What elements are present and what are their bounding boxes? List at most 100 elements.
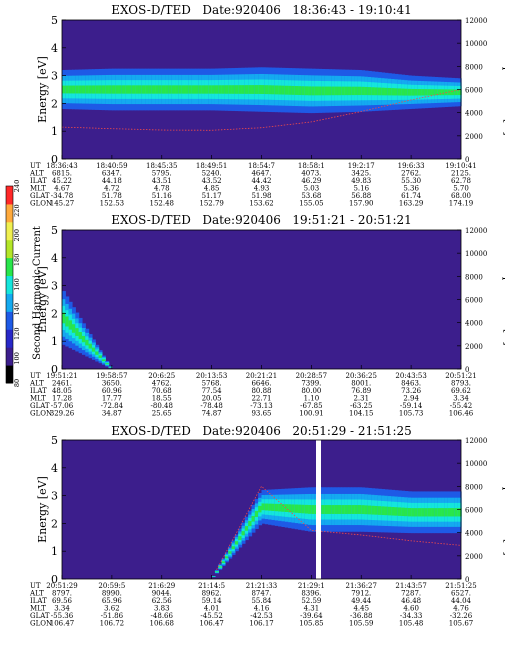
y-axis-label: Energy [eV]	[36, 56, 49, 123]
ephemeris-cell: 18:45:35	[146, 162, 177, 170]
spectrogram-band-cell	[161, 85, 166, 94]
ephemeris-cell: 21:36:27	[346, 582, 377, 590]
spectrogram-band-cell	[441, 89, 445, 96]
spectrogram-band-cell	[371, 87, 376, 96]
spectrogram-band-cell	[457, 508, 462, 517]
ephemeris-cell: -67.85	[300, 402, 322, 410]
spectrogram-band-cell	[417, 89, 422, 96]
spectrogram-band-cell	[424, 508, 429, 517]
spectrogram-band-cell	[314, 86, 319, 96]
spectrogram-band-cell	[318, 86, 322, 96]
ephemeris-cell: 21:51:25	[445, 582, 476, 590]
panel-title: EXOS-D/TED Date:920406 20:51:29 - 21:51:…	[111, 424, 412, 438]
ephemeris-cell: 44.42	[251, 177, 271, 185]
spectrogram-band-cell	[417, 508, 422, 517]
ephemeris-cell: 5795.	[152, 170, 172, 178]
ephemeris-cell: -34.33	[400, 612, 422, 620]
colorbar-tick-label: 220	[13, 204, 21, 216]
ephemeris-cell: 4.67	[54, 185, 70, 193]
ephemeris-cell: 4.85	[204, 185, 220, 193]
ephemeris-cell: 152.48	[150, 200, 175, 208]
ephemeris-cell: 55.84	[251, 597, 272, 605]
ephemeris-cell: 106.17	[249, 620, 274, 628]
spectrogram-band-cell	[331, 505, 336, 514]
ephemeris-cell: 7399.	[301, 380, 321, 388]
y-axis-label: Energy [eV]	[36, 266, 49, 333]
spectrogram-band-cell	[158, 85, 163, 94]
ephemeris-cell: 21:21:33	[246, 582, 277, 590]
ephemeris-cell: 5.16	[353, 185, 369, 193]
colorbar-swatch	[6, 365, 13, 384]
ephemeris-cell: 3425.	[351, 170, 371, 178]
spectrogram-band-cell	[394, 507, 399, 516]
spectrogram-band-cell	[347, 86, 352, 96]
spectrogram-band-cell	[311, 86, 316, 96]
ephemeris-cell: 153.62	[249, 200, 274, 208]
y-tick-label: 0	[51, 573, 58, 586]
colorbar-tick-label: 160	[13, 278, 21, 290]
spectrogram-band-cell	[411, 88, 416, 96]
spectrogram-band-cell	[251, 85, 256, 94]
spectrogram-band-cell	[334, 86, 339, 96]
ephemeris-cell: 4.72	[104, 185, 120, 193]
ephemeris-cell: 18:36:43	[46, 162, 77, 170]
ephemeris-row-label: MLT	[30, 605, 46, 613]
spectrogram-band-cell	[434, 89, 439, 96]
ephemeris-row-label: GLAT	[30, 402, 50, 410]
ephemeris-cell: 17.28	[52, 395, 72, 403]
ephemeris-cell: 4.76	[453, 605, 469, 613]
y-tick-label: 3	[51, 490, 58, 503]
spectrogram-band-cell	[238, 536, 243, 540]
spectrogram-band-cell	[101, 359, 106, 362]
colorbar-frame	[5, 185, 14, 384]
spectrogram-band-cell	[427, 508, 432, 517]
ephemeris-cell: 49.44	[351, 597, 372, 605]
y2-tick-label: 10000	[465, 40, 487, 48]
ephemeris-cell: 1.10	[304, 395, 320, 403]
spectrogram-band-cell	[218, 566, 223, 568]
spectrogram-band-cell	[281, 85, 286, 95]
spectrogram-band-cell	[244, 526, 249, 531]
spectrogram-band-cell	[274, 85, 279, 95]
spectrogram-band-cell	[337, 505, 342, 514]
y-axis-label: Energy [eV]	[36, 476, 49, 543]
ephemeris-row-label: GLON	[30, 410, 52, 418]
spectrogram-band-cell	[377, 506, 382, 515]
y2-tick-label: 10000	[465, 460, 487, 468]
ephemeris-cell: 77.54	[202, 387, 223, 395]
ephemeris-cell: 6347.	[102, 170, 122, 178]
ephemeris-row-label: MLT	[30, 185, 46, 193]
ephemeris-cell: 2.31	[353, 395, 369, 403]
y-tick-label: 3	[51, 70, 58, 83]
spectrogram-band-cell	[381, 87, 386, 96]
ephemeris-cell: 106.47	[50, 620, 75, 628]
spectrogram-band-cell	[264, 503, 269, 511]
spectrogram-band-cell	[351, 505, 356, 514]
ephemeris-cell: 45.22	[52, 177, 72, 185]
spectrogram-band-cell	[321, 86, 326, 96]
spectrogram-band-cell	[288, 504, 293, 513]
spectrogram-band-cell	[244, 85, 249, 94]
ephemeris-row-label: ALT	[29, 170, 44, 178]
data-gap	[316, 440, 321, 579]
spectrogram-band-cell	[68, 85, 73, 94]
spectrogram-band-cell	[238, 85, 243, 94]
colorbar-swatch	[6, 239, 13, 259]
ephemeris-cell: 5240.	[202, 170, 222, 178]
ephemeris-cell: 20:6:25	[148, 372, 175, 380]
spectrogram-background	[62, 230, 461, 369]
ephemeris-cell: 22.71	[251, 395, 271, 403]
spectrogram-band-cell	[407, 88, 412, 96]
ephemeris-cell: 106.47	[199, 620, 224, 628]
ephemeris-cell: 105.85	[299, 620, 324, 628]
spectrogram-band-cell	[367, 87, 372, 96]
ephemeris-cell: 62.78	[451, 177, 471, 185]
spectrogram-band-cell	[351, 86, 356, 96]
ephemeris-cell: 105.67	[449, 620, 474, 628]
spectrogram-band-cell	[397, 507, 402, 516]
ephemeris-row-label: ILAT	[30, 177, 47, 185]
spectrogram-band-cell	[75, 328, 80, 336]
ephemeris-cell: 20:51:29	[46, 582, 77, 590]
ephemeris-cell: 2125.	[451, 170, 471, 178]
spectrogram-band-cell	[321, 505, 326, 514]
